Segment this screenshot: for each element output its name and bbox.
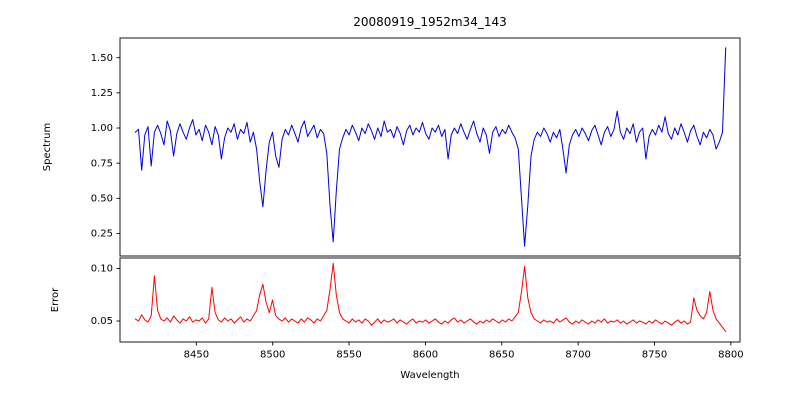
error-line xyxy=(134,262,727,332)
x-axis-label: Wavelength xyxy=(400,370,459,381)
y-tick-label: 1.50 xyxy=(91,53,113,64)
y-tick-label: 0.10 xyxy=(91,264,113,275)
error-panel-frame xyxy=(119,257,741,343)
y-tick-label: 0.75 xyxy=(91,158,113,169)
y-tick-label: 0.25 xyxy=(91,229,113,240)
x-tick-label: 8800 xyxy=(718,350,743,361)
x-tick-label: 8750 xyxy=(642,350,667,361)
spectrum-line xyxy=(134,47,727,247)
spectrum-y-axis-label: Spectrum xyxy=(42,123,53,171)
spectrum-panel: 0.25 0.50 0.75 1.00 1.25 1.50 xyxy=(91,37,741,257)
x-tick-label: 8550 xyxy=(336,350,361,361)
chart-title: 20080919_1952m34_143 xyxy=(353,15,506,29)
x-tick-label: 8500 xyxy=(260,350,285,361)
x-tick-label: 8600 xyxy=(413,350,438,361)
error-y-axis-label: Error xyxy=(50,287,61,312)
x-tick-label: 8700 xyxy=(565,350,590,361)
y-tick-label: 1.25 xyxy=(91,88,113,99)
error-panel: 0.05 0.10 8450 8500 8550 8600 8650 8700 8750 8800 xyxy=(91,257,744,361)
y-tick-label: 0.05 xyxy=(91,316,113,327)
x-tick-label: 8450 xyxy=(184,350,209,361)
spectrum-panel-frame xyxy=(119,37,741,257)
y-tick-label: 1.00 xyxy=(91,123,113,134)
x-tick-label: 8650 xyxy=(489,350,514,361)
y-tick-label: 0.50 xyxy=(91,194,113,205)
